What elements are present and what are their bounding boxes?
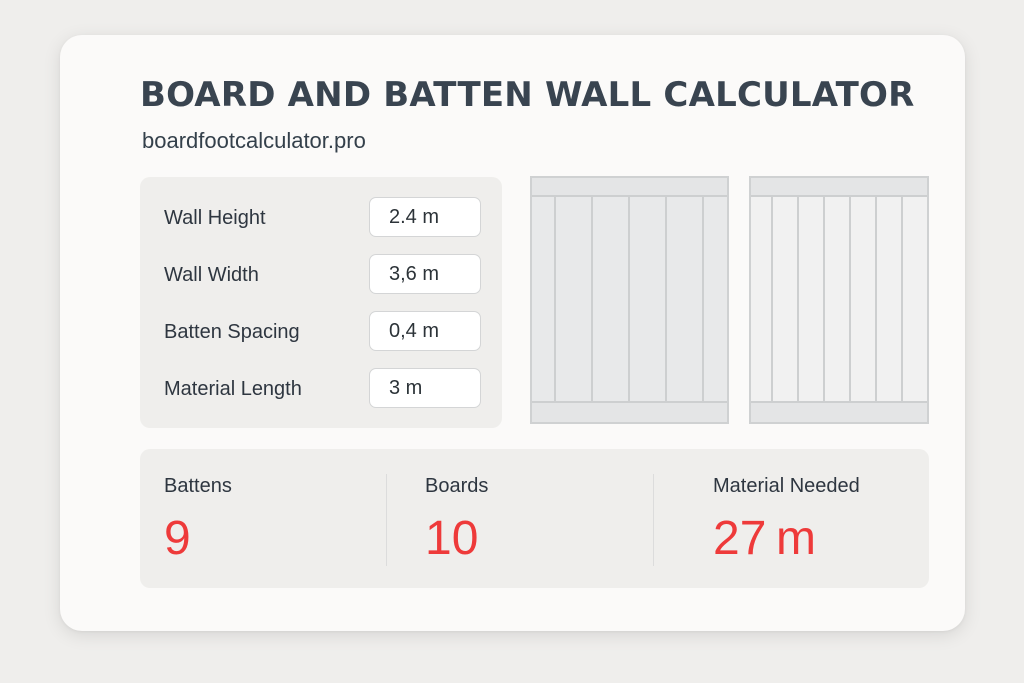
top-rail bbox=[751, 178, 927, 197]
batten bbox=[823, 195, 825, 403]
results-divider bbox=[653, 474, 654, 566]
wall-preview-wide bbox=[530, 176, 729, 424]
wall-width-row: Wall Width bbox=[140, 254, 502, 298]
batten bbox=[591, 195, 593, 403]
bottom-rail bbox=[751, 401, 927, 422]
material-value: 27 m bbox=[713, 512, 816, 565]
wall-height-row: Wall Height bbox=[140, 197, 502, 241]
batten bbox=[628, 195, 630, 403]
material-length-row: Material Length bbox=[140, 368, 502, 412]
bottom-rail bbox=[532, 401, 727, 422]
wall-height-input[interactable] bbox=[369, 197, 481, 237]
batten bbox=[554, 195, 556, 403]
results-divider bbox=[386, 474, 387, 566]
material-length-label: Material Length bbox=[164, 378, 302, 400]
material-label: Material Needed bbox=[713, 475, 860, 497]
batten-spacing-input[interactable] bbox=[369, 311, 481, 351]
wall-height-label: Wall Height bbox=[164, 207, 266, 229]
boards-value: 10 bbox=[425, 512, 479, 565]
results-panel: Battens 9 Boards 10 Material Needed 27 m bbox=[140, 449, 929, 588]
batten bbox=[901, 195, 903, 403]
batten bbox=[849, 195, 851, 403]
material-length-input[interactable] bbox=[369, 368, 481, 408]
site-url: boardfootcalculator.pro bbox=[142, 128, 366, 153]
wall-preview-narrow bbox=[749, 176, 929, 424]
boards-label: Boards bbox=[425, 475, 489, 497]
batten-spacing-label: Batten Spacing bbox=[164, 321, 300, 343]
page-title: BOARD AND BATTEN WALL CALCULATOR bbox=[140, 75, 915, 115]
wall-width-label: Wall Width bbox=[164, 264, 259, 286]
calculator-card: BOARD AND BATTEN WALL CALCULATOR boardfo… bbox=[60, 35, 965, 631]
wall-width-input[interactable] bbox=[369, 254, 481, 294]
batten bbox=[875, 195, 877, 403]
batten bbox=[665, 195, 667, 403]
battens-value: 9 bbox=[164, 512, 191, 565]
batten bbox=[702, 195, 704, 403]
batten bbox=[771, 195, 773, 403]
batten bbox=[797, 195, 799, 403]
batten-spacing-row: Batten Spacing bbox=[140, 311, 502, 355]
battens-label: Battens bbox=[164, 475, 232, 497]
inputs-panel: Wall Height Wall Width Batten Spacing Ma… bbox=[140, 177, 502, 428]
